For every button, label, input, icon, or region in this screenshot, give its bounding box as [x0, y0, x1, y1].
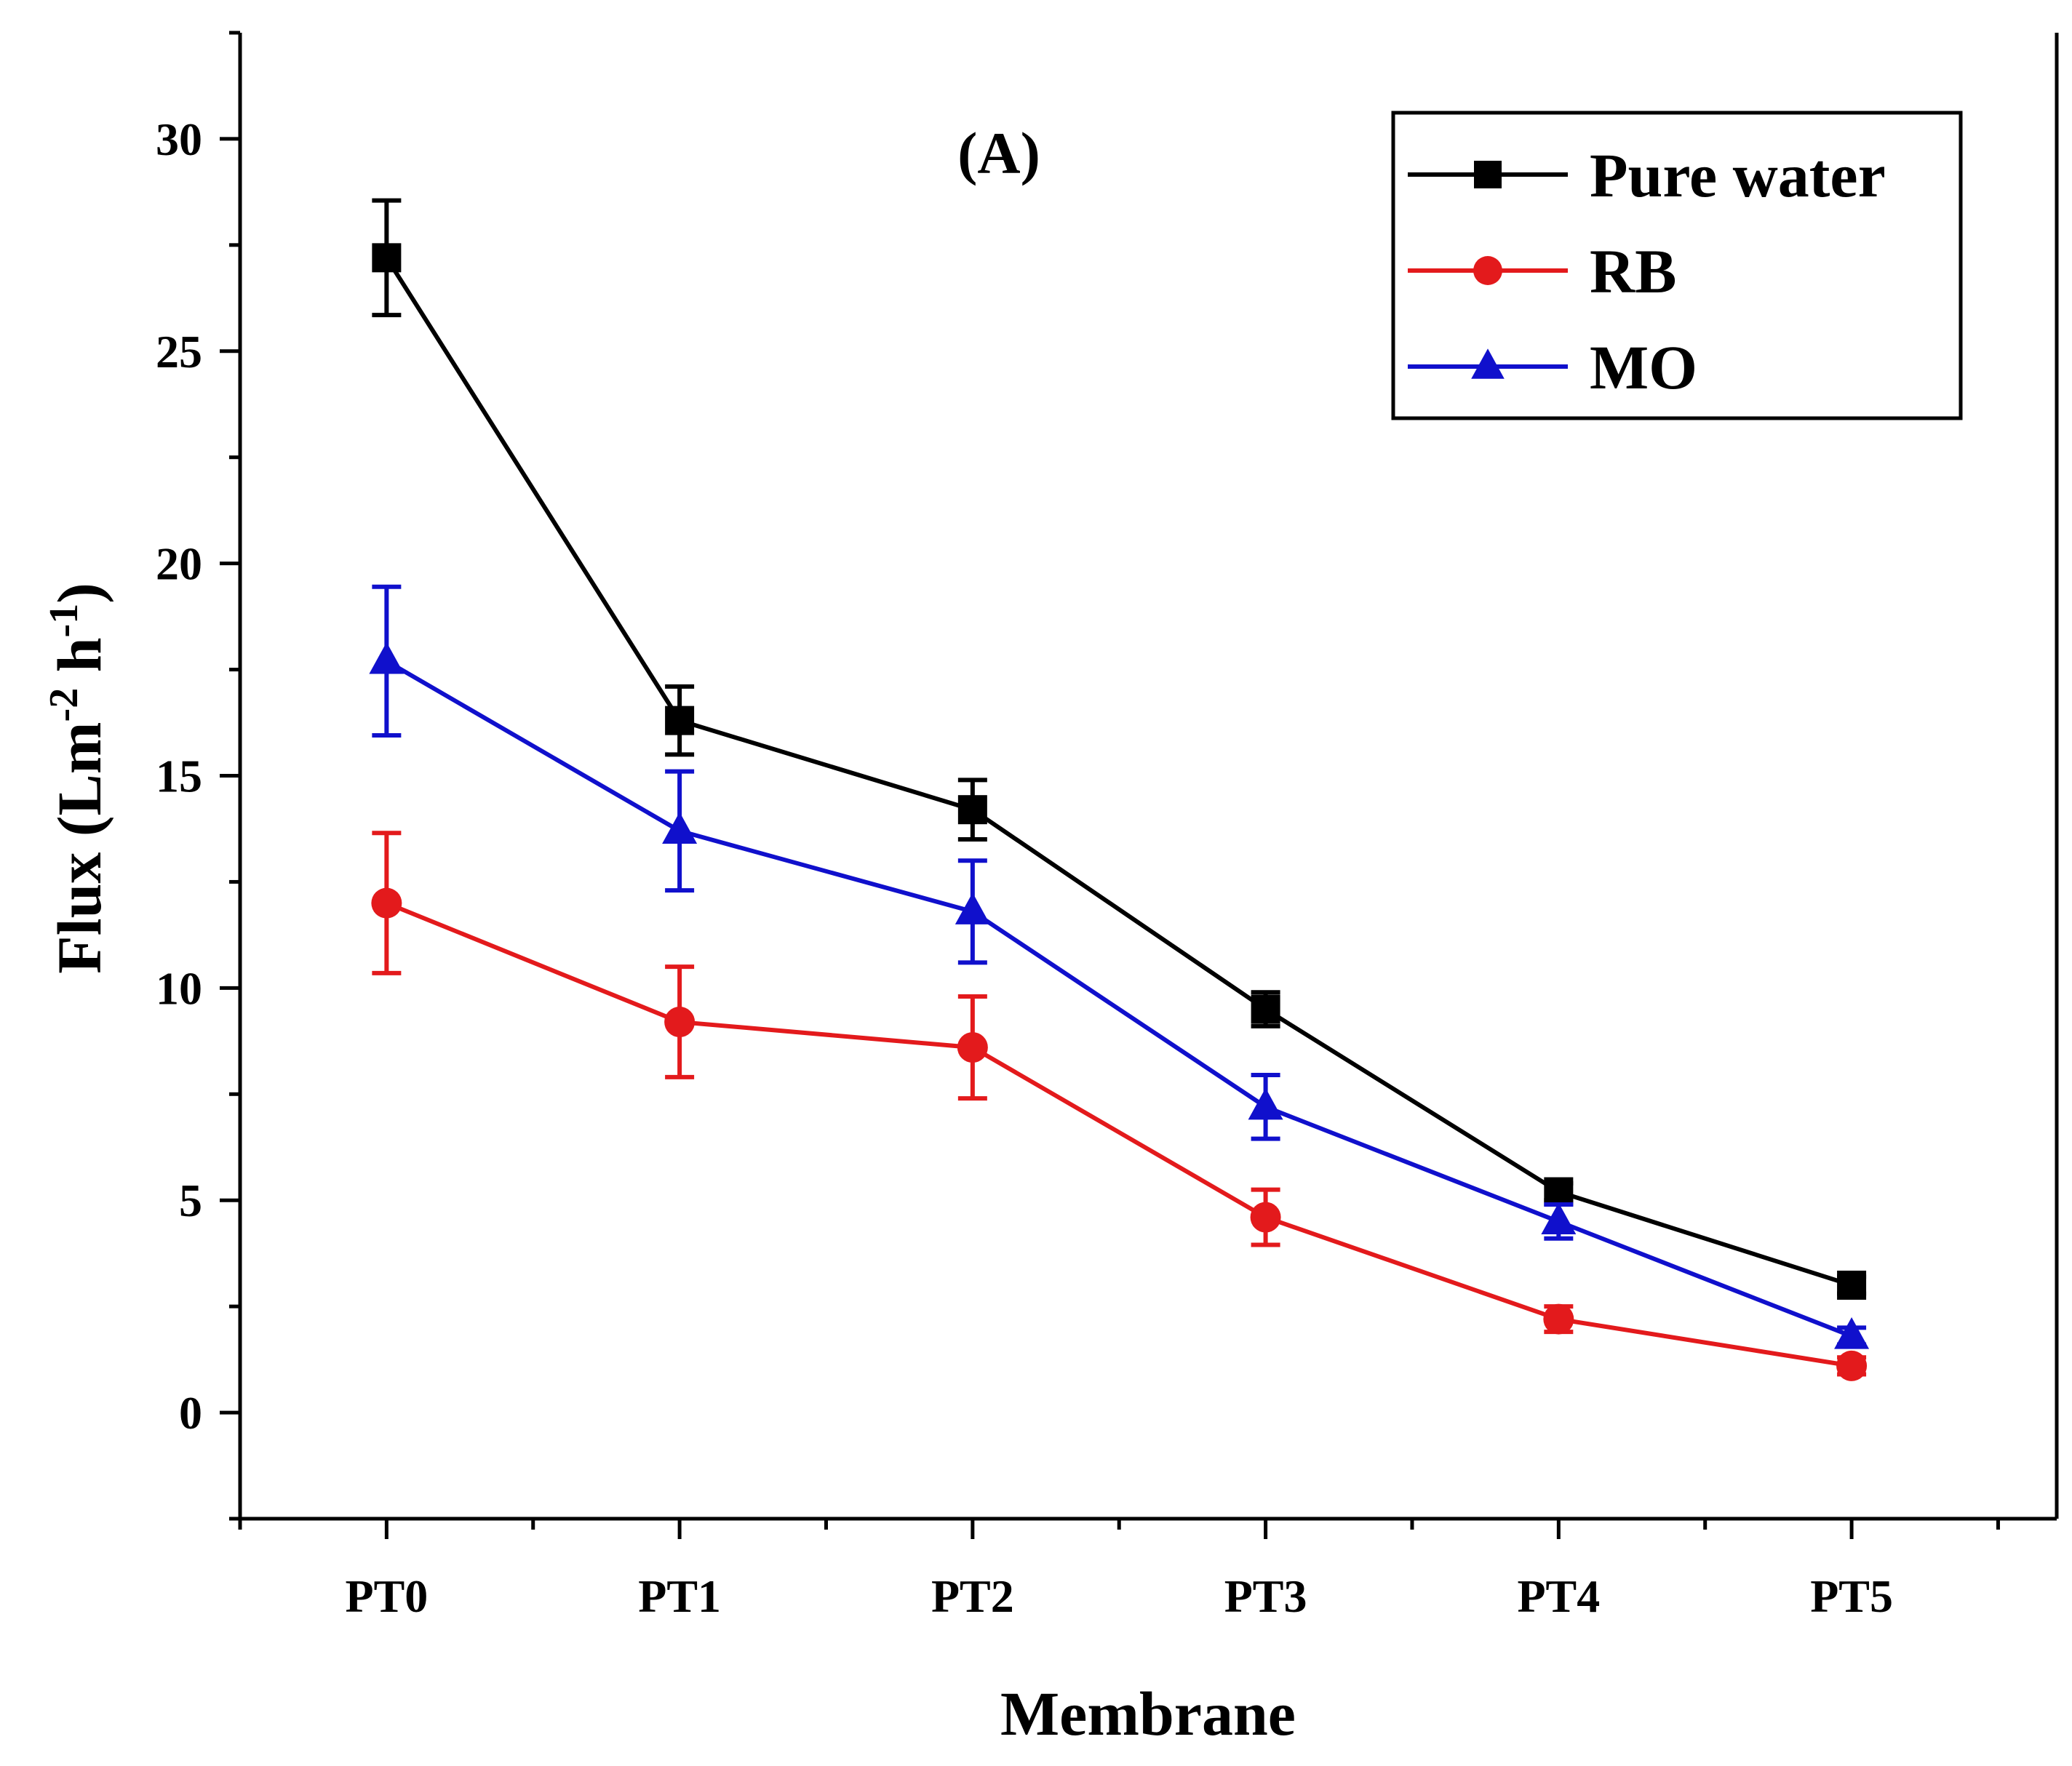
data-point [1251, 994, 1280, 1024]
x-tick-label: PT3 [1224, 1570, 1307, 1622]
legend-label: Pure water [1590, 140, 1886, 210]
x-tick-label: PT0 [345, 1570, 428, 1622]
data-point [1541, 1202, 1577, 1235]
y-axis-title-sup1: -2 [41, 688, 87, 722]
data-point [665, 706, 695, 735]
y-axis-title-mid: h [44, 637, 114, 687]
series-pure-water [372, 198, 1867, 1300]
legend-marker [1473, 256, 1502, 285]
y-axis-title-end: ) [44, 583, 114, 604]
data-point [1837, 1270, 1867, 1300]
data-point [1543, 1303, 1574, 1335]
data-point [957, 1032, 988, 1063]
legend-marker [1471, 348, 1505, 379]
y-tick-label: 5 [179, 1175, 202, 1226]
y-tick-label: 10 [156, 962, 202, 1014]
data-point [1544, 1177, 1574, 1207]
y-ticks: 0 5 10 15 20 25 30 [156, 31, 240, 1521]
legend: Pure water RB MO [1391, 111, 1963, 420]
y-tick-label: 30 [156, 113, 202, 165]
data-point [955, 892, 990, 924]
data-point [662, 812, 698, 844]
x-tick-label: PT5 [1810, 1570, 1893, 1622]
data-point [1836, 1350, 1868, 1381]
legend-item: RB [1408, 236, 1676, 306]
data-point [1248, 1087, 1283, 1120]
series-layer [369, 198, 1870, 1381]
legend-label: MO [1590, 332, 1697, 402]
legend-label: RB [1590, 236, 1676, 306]
legend-item: MO [1408, 332, 1697, 402]
series-mo [369, 584, 1870, 1349]
series-line [386, 900, 1852, 1368]
y-axis-title: Flux (Lm-2 h-1) [41, 583, 114, 974]
y-tick-label: 0 [179, 1387, 202, 1439]
legend-items: Pure water RB MO [1408, 140, 1886, 402]
x-axis-title: Membrane [1000, 1679, 1296, 1749]
y-tick-label: 20 [156, 538, 202, 590]
x-tick-label: PT2 [931, 1570, 1014, 1622]
data-point [369, 642, 405, 674]
data-point [957, 795, 987, 825]
data-point [664, 1007, 696, 1038]
panel-label: (A) [957, 120, 1040, 186]
series-line [384, 256, 1852, 1287]
y-axis-title-base: Flux (Lm [44, 722, 114, 973]
x-tick-label: PT4 [1517, 1570, 1600, 1622]
y-axis-title-sup2: -1 [41, 604, 87, 638]
x-tick-label: PT1 [638, 1570, 721, 1622]
data-point [1834, 1316, 1870, 1349]
x-ticks: PT0 PT1 PT2 PT3 PT4 PT5 [238, 1519, 2000, 1622]
legend-marker [1474, 161, 1502, 188]
legend-item: Pure water [1408, 140, 1886, 210]
data-point [372, 243, 402, 273]
data-point [1250, 1202, 1281, 1233]
series-line [385, 659, 1853, 1338]
series-rb [371, 831, 1868, 1381]
y-tick-label: 25 [156, 326, 202, 377]
y-tick-label: 15 [156, 751, 202, 802]
data-point [371, 887, 402, 919]
